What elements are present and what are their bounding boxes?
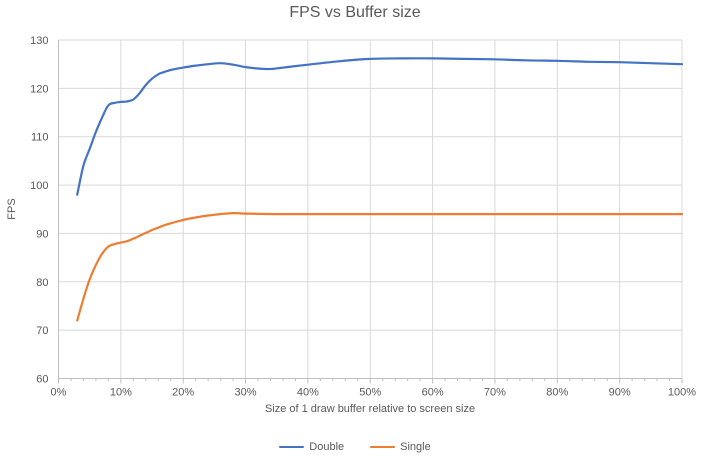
chart-title: FPS vs Buffer size (289, 4, 421, 21)
legend-label-double: Double (309, 441, 345, 453)
y-tick-label: 80 (36, 277, 48, 289)
single-series-swatch (370, 445, 396, 449)
x-tick-label: 50% (359, 387, 381, 399)
x-tick-label: 20% (172, 387, 194, 399)
x-tick-label: 70% (484, 387, 506, 399)
y-tick-label: 130 (30, 35, 48, 47)
y-tick-label: 110 (31, 132, 49, 144)
series-line-double (76, 57, 684, 196)
y-tick-label: 90 (36, 228, 48, 240)
x-tick-label: 30% (235, 387, 257, 399)
y-tick-label: 70 (36, 325, 48, 337)
legend-label-single: Single (400, 441, 431, 453)
x-tick-label: 90% (609, 387, 631, 399)
x-tick-label: 100% (668, 387, 696, 399)
legend-item-double[interactable]: Double (279, 441, 344, 453)
x-tick-label: 10% (110, 387, 132, 399)
x-tick-label: 0% (51, 387, 67, 399)
double-series-swatch (279, 445, 305, 449)
legend-item-single[interactable]: Single (370, 441, 431, 453)
x-tick-label: 60% (422, 387, 444, 399)
x-axis-title: Size of 1 draw buffer relative to screen… (264, 403, 476, 415)
y-tick-label: 60 (36, 374, 48, 386)
x-tick-label: 80% (546, 387, 568, 399)
y-axis-title: FPS (6, 198, 18, 220)
legend: Double Single (0, 441, 710, 453)
y-tick-label: 100 (30, 180, 48, 192)
series-line-single (76, 211, 684, 322)
x-tick-label: 40% (297, 387, 319, 399)
y-tick-label: 120 (30, 83, 48, 95)
